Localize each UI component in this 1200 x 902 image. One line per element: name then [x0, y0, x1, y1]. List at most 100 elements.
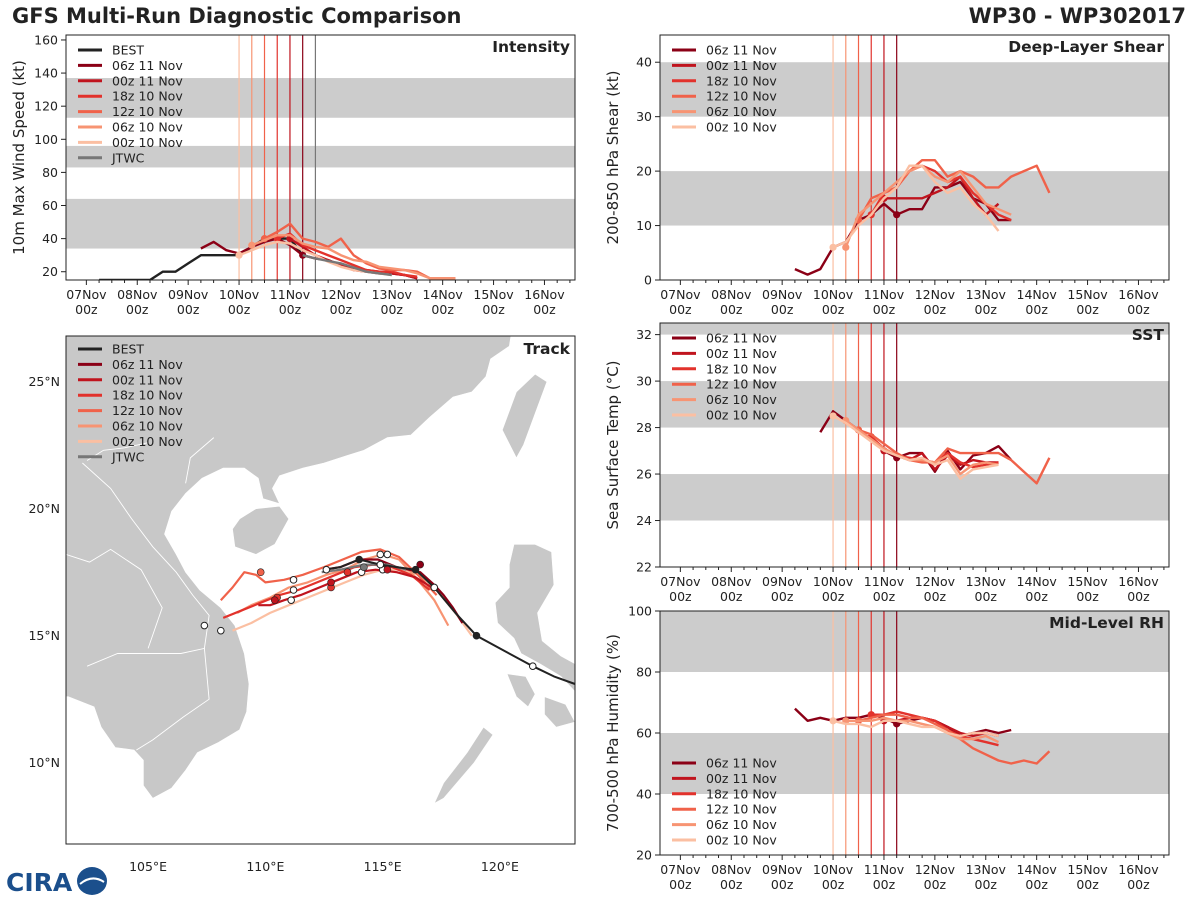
legend-label-00z-11-nov: 00z 11 Nov: [112, 372, 183, 387]
track-open-point-00z-10-nov: [200, 621, 209, 630]
x-tick-label: 00z: [1127, 877, 1150, 892]
track-point-best: [472, 631, 481, 640]
x-tick-label: 13Nov: [372, 287, 413, 302]
y-tick-label: 40: [42, 231, 58, 246]
legend-label-18z-10-nov: 18z 10 Nov: [706, 361, 777, 376]
x-tick-label: 09Nov: [168, 287, 209, 302]
x-tick-label: 09Nov: [762, 862, 803, 877]
series-12z-10-nov: [858, 428, 1051, 485]
x-tick-label: 14Nov: [1017, 574, 1058, 589]
shaded-band-0: [66, 198, 575, 249]
track-panel: 105°E 110°E 115°E 120°E 10°N 15°N 20°N 25°N Trac…: [28, 335, 576, 874]
init-point-00z-10-nov: [829, 243, 837, 251]
storm-id: WP30 - WP302017: [968, 4, 1186, 28]
country-border: [185, 437, 215, 484]
x-tick-label: 08Nov: [711, 574, 752, 589]
legend-label-00z-10-nov: 00z 10 Nov: [112, 434, 183, 449]
x-tick-label: 16Nov: [1118, 862, 1159, 877]
sst-panel: 07Nov00z08Nov00z09Nov00z10Nov00z11Nov00z…: [604, 322, 1170, 604]
x-tick-label: 00z: [1025, 589, 1048, 604]
y-tick-label: 100: [628, 604, 652, 619]
shaded-band-0: [660, 474, 1169, 521]
series-jtwc: [302, 254, 392, 277]
land-mass: [66, 336, 575, 805]
x-tick-label: 14Nov: [1017, 287, 1058, 302]
x-tick-label: 00z: [381, 302, 404, 317]
track-open-point-12z-10-nov: [289, 576, 298, 584]
hainan-shape: [232, 505, 290, 555]
x-tick-label: 00z: [975, 302, 998, 317]
legend-label-00z-10-nov: 00z 10 Nov: [706, 833, 777, 848]
legend-label-best: BEST: [112, 43, 144, 58]
panel-title: Track: [524, 340, 571, 358]
x-tick-label: 11Nov: [864, 287, 905, 302]
legend-label-18z-10-nov: 18z 10 Nov: [112, 89, 183, 104]
legend-label-12z-10-nov: 12z 10 Nov: [112, 104, 183, 119]
x-tick-label: 00z: [771, 877, 794, 892]
legend-label-18z-10-nov: 18z 10 Nov: [706, 73, 777, 88]
x-tick-label: 00z: [873, 877, 896, 892]
legend-label-06z-11-nov: 06z 11 Nov: [706, 43, 777, 58]
x-tick-label: 00z: [1025, 302, 1048, 317]
legend-label-00z-11-nov: 00z 11 Nov: [706, 771, 777, 786]
y-axis-label: 10m Max Wind Speed (kt): [10, 60, 28, 255]
panel-title: SST: [1132, 326, 1165, 344]
track-point-18z-10-nov: [343, 568, 352, 577]
mindoro-shape: [506, 673, 536, 708]
legend-label-18z-10-nov: 18z 10 Nov: [112, 388, 183, 403]
country-border: [136, 648, 210, 751]
legend-label-12z-10-nov: 12z 10 Nov: [112, 403, 183, 418]
y-tick-label: 32: [636, 327, 652, 342]
x-tick-label: 00z: [533, 302, 556, 317]
x-tick-label: 15Nov: [1067, 574, 1108, 589]
track-point-best: [411, 565, 420, 574]
x-tick-label: 07Nov: [66, 287, 107, 302]
x-tick-label: 00z: [669, 302, 692, 317]
x-tick-label: 00z: [924, 877, 947, 892]
x-tick-label: 10Nov: [813, 574, 854, 589]
track-open-point-00z-10-nov: [322, 565, 331, 574]
track-point-00z-11-nov: [270, 596, 279, 604]
latitude-label: 10°N: [28, 755, 60, 770]
track-open-point-00z-10-nov: [217, 626, 225, 635]
x-tick-label: 13Nov: [966, 862, 1007, 877]
legend-label-06z-11-nov: 06z 11 Nov: [112, 357, 183, 372]
init-point-06z-10-nov: [248, 241, 256, 249]
shaded-band-2: [66, 78, 575, 118]
x-tick-label: 00z: [482, 302, 505, 317]
series-06z-10-nov: [845, 419, 999, 476]
legend-label-00z-11-nov: 00z 11 Nov: [706, 346, 777, 361]
y-axis-label: 700-500 hPa Humidity (%): [604, 634, 622, 832]
x-tick-label: 00z: [126, 302, 149, 317]
y-tick-label: 80: [42, 165, 58, 180]
track-point-00z-11-nov: [327, 578, 335, 587]
cira-logo: CIRA: [4, 864, 108, 902]
track-12z-10-nov: [219, 548, 438, 601]
legend-label-00z-10-nov: 00z 10 Nov: [112, 135, 183, 150]
legend-label-12z-10-nov: 12z 10 Nov: [706, 802, 777, 817]
latitude-label: 25°N: [28, 374, 60, 389]
y-tick-label: 30: [636, 374, 652, 389]
intensity-panel: 07Nov00z08Nov00z09Nov00z10Nov00z11Nov00z…: [10, 32, 576, 317]
init-point-00z-10-nov: [829, 717, 837, 725]
y-tick-label: 80: [636, 665, 652, 680]
x-tick-label: 16Nov: [524, 287, 565, 302]
x-tick-label: 00z: [771, 302, 794, 317]
y-tick-label: 20: [42, 264, 58, 279]
x-tick-label: 14Nov: [1017, 862, 1058, 877]
x-tick-label: 12Nov: [915, 287, 956, 302]
x-tick-label: 14Nov: [423, 287, 464, 302]
x-tick-label: 11Nov: [864, 574, 905, 589]
plot-frame: [65, 34, 576, 281]
track-point-06z-11-nov: [416, 560, 424, 569]
x-tick-label: 00z: [924, 302, 947, 317]
x-tick-label: 00z: [1127, 589, 1150, 604]
y-tick-label: 26: [636, 467, 652, 482]
x-tick-label: 00z: [228, 302, 251, 317]
y-axis-label: Sea Surface Temp (°C): [604, 360, 622, 529]
legend-label-12z-10-nov: 12z 10 Nov: [706, 89, 777, 104]
x-tick-label: 16Nov: [1118, 574, 1159, 589]
legend-label-jtwc: JTWC: [111, 150, 145, 165]
shaded-band-1: [660, 62, 1169, 117]
